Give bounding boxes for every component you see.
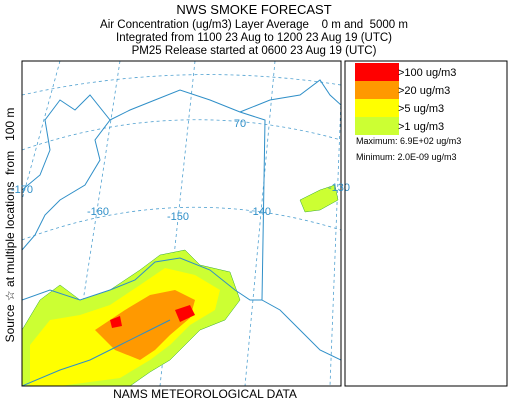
footer: NAMS METEOROLOGICAL DATA — [113, 387, 297, 401]
graticule-label: -160 — [87, 206, 109, 218]
legend-label: >20 ug/m3 — [398, 85, 450, 97]
legend-label: >5 ug/m3 — [398, 103, 444, 115]
graticule-label: -130 — [328, 182, 350, 194]
legend-swatch — [355, 117, 399, 135]
legend-frame — [344, 60, 508, 387]
graticule — [22, 61, 341, 386]
coastline — [22, 79, 341, 386]
subtitle: Integrated from 1100 23 Aug to 1200 23 A… — [116, 32, 392, 44]
graticule-label: -170 — [11, 184, 33, 196]
map: -170 -160 -150 -140 -130 70 — [11, 60, 350, 387]
legend-label: >100 ug/m3 — [398, 67, 456, 79]
legend-swatch — [355, 81, 399, 99]
smoke-area — [110, 305, 195, 328]
legend: Maximum: 6.9E+02 ug/m3 Minimum: 2.0E-09 … — [344, 60, 508, 387]
legend-maximum: Maximum: 6.9E+02 ug/m3 — [356, 136, 461, 146]
graticule-label: -140 — [249, 206, 271, 218]
title: NWS SMOKE FORECAST — [176, 2, 331, 17]
graticule-label: -150 — [167, 211, 189, 223]
legend-label: >1 ug/m3 — [398, 121, 444, 133]
subtitle: PM25 Release started at 0600 23 Aug 19 (… — [132, 45, 377, 57]
graticule — [22, 74, 341, 241]
smoke-area — [299, 184, 339, 213]
legend-minimum: Minimum: 2.0E-09 ug/m3 — [356, 152, 457, 162]
legend-swatch — [355, 63, 399, 81]
map-frame — [21, 60, 342, 387]
side-label: Source ☆ at multiple locations from 100 … — [3, 108, 17, 343]
smoke-area — [95, 290, 195, 360]
subtitle: Air Concentration (ug/m3) Layer Average … — [100, 19, 408, 31]
graticule-label: 70 — [234, 118, 246, 130]
legend-swatch — [355, 99, 399, 117]
